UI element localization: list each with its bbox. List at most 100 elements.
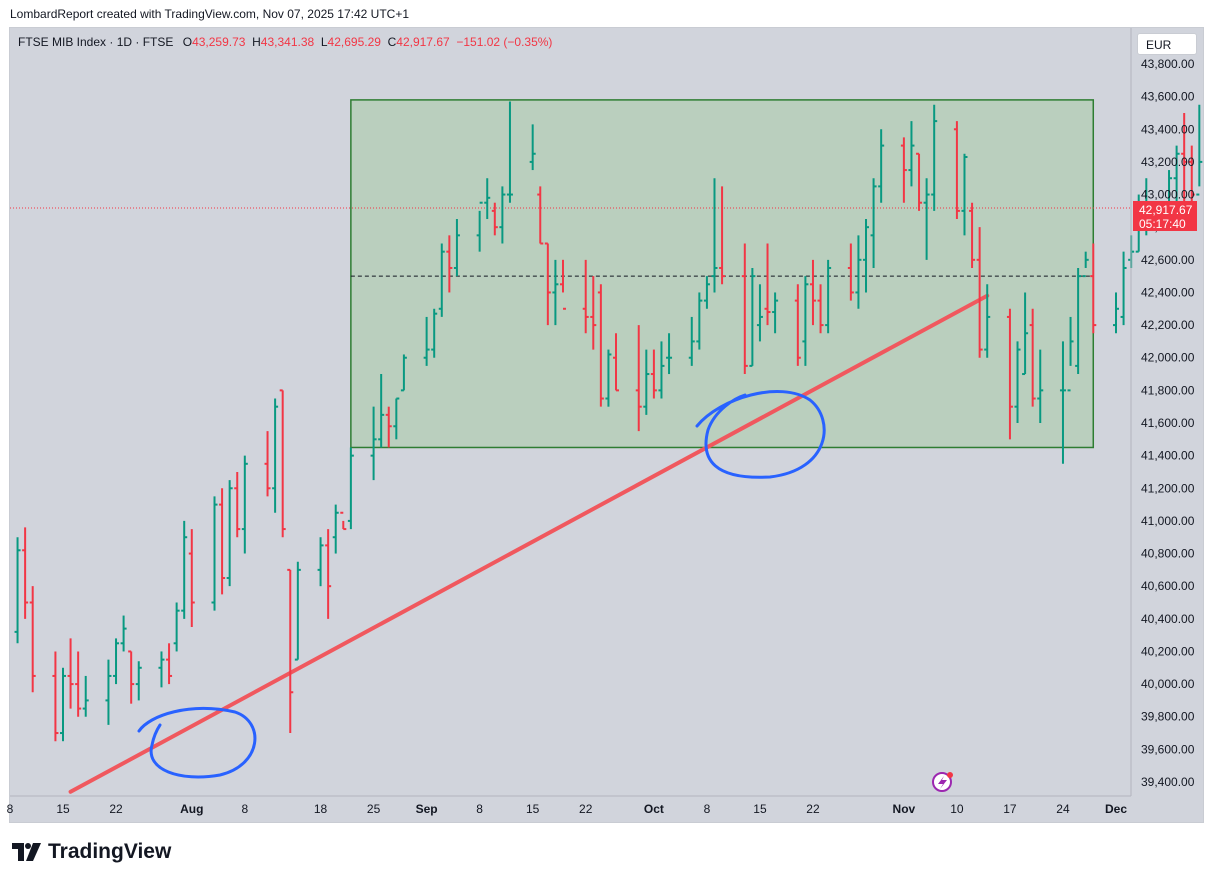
ohlc-bar[interactable] bbox=[878, 129, 885, 203]
ohlc-bar[interactable] bbox=[1113, 292, 1119, 334]
ohlc-bar[interactable] bbox=[969, 202, 976, 268]
ohlc-bar[interactable] bbox=[847, 243, 854, 301]
ohlc-bar[interactable] bbox=[1006, 308, 1013, 440]
ohlc-bar[interactable] bbox=[953, 121, 960, 220]
ohlc-bar[interactable] bbox=[1067, 316, 1074, 392]
ohlc-bar[interactable] bbox=[272, 398, 279, 513]
ohlc-bar[interactable] bbox=[772, 292, 779, 334]
ohlc-bar[interactable] bbox=[908, 121, 915, 187]
ohlc-bar[interactable] bbox=[756, 284, 763, 342]
ohlc-bar[interactable] bbox=[794, 284, 801, 366]
ohlc-bar[interactable] bbox=[60, 667, 66, 742]
ohlc-bar[interactable] bbox=[817, 284, 824, 334]
tradingview-logo[interactable]: TradingView bbox=[12, 840, 171, 864]
ohlc-bar[interactable] bbox=[181, 520, 188, 619]
ohlc-bar[interactable] bbox=[764, 243, 771, 326]
ohlc-bar[interactable] bbox=[438, 243, 445, 317]
ohlc-bar[interactable] bbox=[552, 259, 559, 326]
ohlc-bar[interactable] bbox=[719, 186, 726, 285]
ohlc-bar[interactable] bbox=[1082, 251, 1089, 278]
ohlc-bar[interactable] bbox=[1075, 267, 1082, 375]
ohlc-bar[interactable] bbox=[67, 638, 74, 709]
ohlc-bar[interactable] bbox=[590, 276, 597, 350]
ohlc-bar[interactable] bbox=[128, 650, 135, 704]
ohlc-bar[interactable] bbox=[234, 471, 241, 538]
legend-symbol[interactable]: FTSE MIB Index · 1D · FTSE bbox=[18, 35, 174, 49]
ohlc-bar[interactable] bbox=[1188, 145, 1195, 203]
ohlc-bar[interactable] bbox=[423, 316, 430, 366]
ohlc-bar[interactable] bbox=[219, 488, 226, 595]
ohlc-bar[interactable] bbox=[582, 259, 589, 334]
ohlc-bar[interactable] bbox=[537, 186, 544, 245]
ohlc-bar[interactable] bbox=[29, 586, 36, 693]
ohlc-bar[interactable] bbox=[613, 333, 620, 392]
ohlc-bar[interactable] bbox=[984, 284, 991, 358]
ohlc-bar[interactable] bbox=[658, 341, 665, 399]
ohlc-bar[interactable] bbox=[484, 178, 491, 220]
ohlc-bar[interactable] bbox=[294, 561, 301, 661]
ohlc-bar[interactable] bbox=[264, 431, 271, 497]
ohlc-bar[interactable] bbox=[431, 308, 438, 358]
ohlc-bar[interactable] bbox=[809, 259, 816, 326]
ohlc-bar[interactable] bbox=[1059, 341, 1066, 464]
ohlc-bar[interactable] bbox=[378, 374, 385, 448]
ohlc-bar[interactable] bbox=[158, 651, 165, 688]
ohlc-bar[interactable] bbox=[1037, 349, 1044, 423]
ohlc-bar[interactable] bbox=[961, 153, 968, 236]
ohlc-bar[interactable] bbox=[75, 651, 82, 717]
ohlc-bar[interactable] bbox=[696, 292, 703, 350]
replay-icon[interactable] bbox=[932, 772, 953, 792]
ohlc-bar[interactable] bbox=[597, 284, 604, 407]
ohlc-bar[interactable] bbox=[749, 267, 756, 367]
ohlc-bar[interactable] bbox=[453, 219, 460, 277]
ohlc-bar[interactable] bbox=[741, 243, 748, 375]
ohlc-bar[interactable] bbox=[279, 389, 286, 538]
ohlc-bar[interactable] bbox=[340, 511, 347, 531]
ohlc-bar[interactable] bbox=[82, 675, 89, 717]
ohlc-bar[interactable] bbox=[916, 152, 923, 211]
ohlc-bar[interactable] bbox=[1014, 341, 1021, 423]
ohlc-bar[interactable] bbox=[347, 447, 354, 530]
ohlc-bar[interactable] bbox=[325, 529, 332, 619]
ohlc-bar[interactable] bbox=[1120, 251, 1127, 326]
ohlc-bar[interactable] bbox=[855, 235, 862, 309]
ohlc-bar[interactable] bbox=[317, 537, 324, 587]
ohlc-bar[interactable] bbox=[499, 186, 506, 244]
ohlc-bar[interactable] bbox=[931, 104, 938, 211]
ohlc-bar[interactable] bbox=[385, 406, 392, 448]
ohlc-bar[interactable] bbox=[643, 349, 650, 415]
ohlc-bar[interactable] bbox=[105, 659, 112, 725]
ohlc-bar[interactable] bbox=[22, 527, 29, 619]
ohlc-bar[interactable] bbox=[135, 661, 142, 701]
ohlc-bar[interactable] bbox=[1029, 308, 1036, 407]
ohlc-bar[interactable] bbox=[287, 568, 294, 734]
ohlc-bar[interactable] bbox=[120, 615, 127, 652]
ohlc-bar[interactable] bbox=[870, 178, 877, 268]
ohlc-bar[interactable] bbox=[1090, 243, 1097, 334]
ohlc-bar[interactable] bbox=[825, 259, 832, 334]
ohlc-bar[interactable] bbox=[605, 349, 612, 407]
ohlc-bar[interactable] bbox=[446, 235, 453, 293]
ohlc-bar[interactable] bbox=[1196, 104, 1203, 196]
ohlc-bar[interactable] bbox=[226, 480, 233, 587]
ohlc-bar[interactable] bbox=[900, 137, 907, 203]
ohlc-bar[interactable] bbox=[393, 397, 400, 440]
annotation-circle-aug[interactable] bbox=[137, 707, 257, 779]
ohlc-bar[interactable] bbox=[14, 537, 21, 644]
currency-button[interactable]: EUR bbox=[1137, 33, 1197, 55]
ohlc-bar[interactable] bbox=[559, 259, 566, 310]
ohlc-bar[interactable] bbox=[188, 529, 195, 627]
ohlc-bar[interactable] bbox=[802, 276, 809, 366]
ohlc-bar[interactable] bbox=[173, 602, 180, 652]
ohlc-bar[interactable] bbox=[211, 496, 218, 611]
ohlc-bar[interactable] bbox=[711, 178, 718, 293]
ohlc-bar[interactable] bbox=[370, 406, 377, 481]
ohlc-bar[interactable] bbox=[491, 202, 498, 236]
ohlc-bar[interactable] bbox=[703, 276, 710, 309]
ohlc-bar[interactable] bbox=[923, 178, 930, 260]
ohlc-bar[interactable] bbox=[976, 227, 983, 358]
ohlc-bar[interactable] bbox=[113, 638, 120, 685]
ohlc-bar[interactable] bbox=[529, 124, 536, 171]
ohlc-bar[interactable] bbox=[506, 101, 513, 203]
